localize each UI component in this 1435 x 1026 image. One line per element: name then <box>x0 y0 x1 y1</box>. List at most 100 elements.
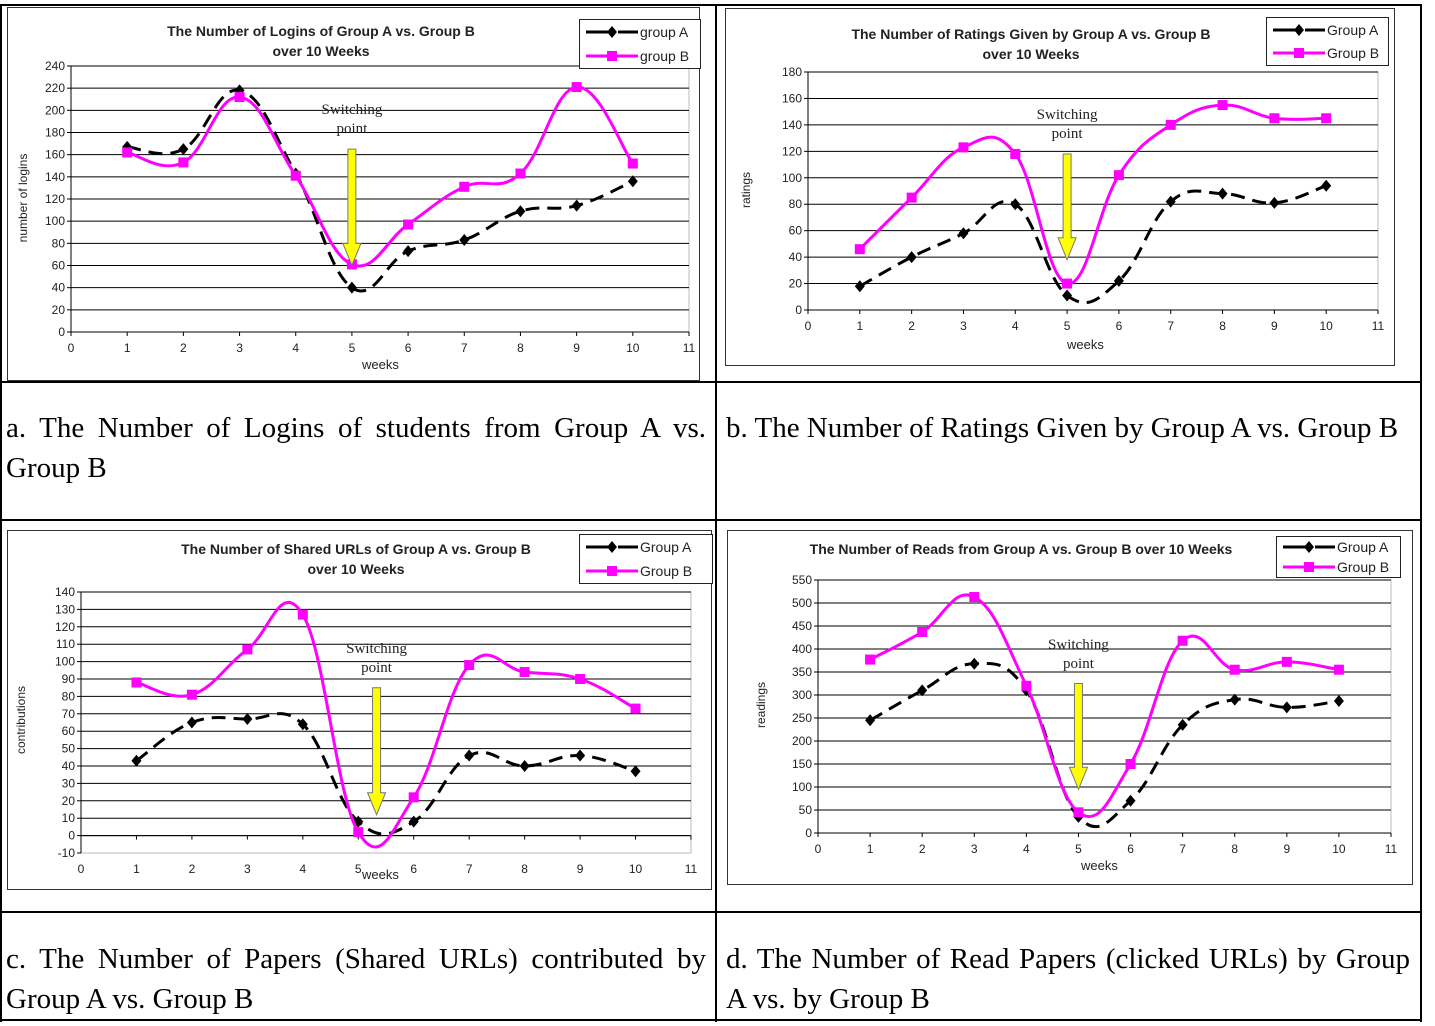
data-point-group-b <box>234 92 245 103</box>
y-tick-label: 0 <box>68 829 75 843</box>
switching-arrow-icon <box>1057 153 1077 262</box>
table-border-left <box>0 4 2 1022</box>
chart-legend: Group A Group B <box>1276 536 1401 578</box>
chart-svg: 0 50 100 150 200 250 300 350 400 450 500 550 0 1 2 3 4 5 6… <box>792 573 1398 856</box>
y-tick-label: 120 <box>45 192 65 206</box>
switching-point-text: point <box>1051 125 1083 142</box>
x-tick-label: 10 <box>629 862 643 876</box>
y-tick-label: 140 <box>782 118 802 132</box>
x-tick-label: 10 <box>1320 319 1334 333</box>
y-tick-label: 0 <box>58 325 65 339</box>
data-point-group-a <box>571 199 582 212</box>
chart-title-line: The Number of Shared URLs of Group A vs.… <box>181 541 531 557</box>
switching-point-label: Switching point <box>1033 636 1123 674</box>
data-point-group-a <box>408 815 419 828</box>
legend-marker <box>1304 541 1314 553</box>
y-tick-label: 10 <box>62 811 76 825</box>
legend-marker <box>1294 48 1304 59</box>
table-border-right <box>1420 4 1422 1022</box>
x-tick-label: 6 <box>1116 319 1123 333</box>
chart-title: The Number of Logins of Group A vs. Grou… <box>71 21 571 61</box>
x-tick-label: 2 <box>180 341 187 355</box>
y-tick-label: 200 <box>45 103 65 117</box>
legend-marker <box>607 51 617 61</box>
switching-point-text: point <box>1063 655 1094 672</box>
data-point-group-b <box>1165 119 1176 130</box>
data-point-group-b <box>178 157 189 168</box>
data-point-group-b <box>969 592 980 603</box>
data-point-group-a <box>1229 693 1240 706</box>
series-line-group-b <box>869 593 1340 819</box>
data-point-group-a <box>1165 195 1176 208</box>
series-line-group-b <box>858 103 1327 286</box>
data-point-group-a <box>1321 179 1332 192</box>
data-point-group-b <box>290 170 301 181</box>
switching-point-text: point <box>336 121 368 138</box>
data-point-group-b <box>186 689 197 700</box>
data-point-group-b <box>297 609 308 620</box>
y-tick-label: 120 <box>782 144 802 158</box>
y-axis-label: readings <box>754 681 768 729</box>
y-tick-label: 120 <box>55 620 75 634</box>
y-axis-label: ratings <box>739 171 753 209</box>
y-tick-label: 450 <box>792 619 812 633</box>
legend-item-group-a: Group A <box>1267 19 1388 41</box>
y-tick-label: 220 <box>45 81 65 95</box>
data-point-group-a <box>854 280 865 293</box>
data-point-group-a <box>865 714 876 727</box>
x-tick-label: 9 <box>577 862 584 876</box>
y-tick-label: 240 <box>45 59 65 73</box>
square-marker-icon <box>586 51 638 61</box>
data-point-group-b <box>865 654 876 665</box>
y-tick-label: 70 <box>62 707 76 721</box>
legend-marker <box>607 566 617 576</box>
y-tick-label: 40 <box>52 281 66 295</box>
data-point-group-b <box>122 147 133 158</box>
switching-point-text: Switching <box>346 640 407 657</box>
y-tick-label: 400 <box>792 642 812 656</box>
y-tick-label: 60 <box>62 724 76 738</box>
data-point-group-a <box>958 227 969 240</box>
data-point-group-b <box>1021 680 1032 691</box>
x-axis-label: weeks <box>362 867 399 882</box>
switching-arrow-icon <box>366 687 387 817</box>
x-tick-label: 8 <box>1219 319 1226 333</box>
chart-legend: Group A Group B <box>1266 17 1389 66</box>
x-tick-label: 4 <box>1023 842 1030 856</box>
y-tick-label: 150 <box>792 757 812 771</box>
data-point-group-a <box>186 716 197 729</box>
y-tick-label: -10 <box>58 846 76 860</box>
y-tick-label: 100 <box>45 214 65 228</box>
y-tick-label: 20 <box>789 277 803 291</box>
y-tick-label: 50 <box>799 803 813 817</box>
data-point-group-b <box>1321 113 1332 124</box>
switching-point-label: Switching point <box>1022 106 1112 144</box>
x-tick-label: 6 <box>405 341 412 355</box>
caption-b: b. The Number of Ratings Given by Group … <box>726 412 1399 444</box>
data-point-group-a <box>1281 701 1292 714</box>
data-point-group-a <box>1269 196 1280 209</box>
plot-area <box>807 71 1379 311</box>
legend-item-group-a: Group A <box>1277 537 1400 557</box>
data-point-group-a <box>297 718 308 731</box>
y-tick-label: 200 <box>792 734 812 748</box>
x-tick-label: 7 <box>1179 842 1186 856</box>
caption-a: a. The Number of Logins of students from… <box>6 412 706 484</box>
legend-item-group-b: Group B <box>1267 42 1388 64</box>
legend-label: Group A <box>640 539 692 555</box>
x-tick-label: 10 <box>626 341 640 355</box>
data-point-group-b <box>917 626 928 637</box>
x-tick-label: 2 <box>908 319 915 333</box>
data-point-group-b <box>854 244 865 255</box>
data-point-group-b <box>1217 100 1228 111</box>
data-point-group-a <box>242 713 253 726</box>
chart-svg: 0 20 40 60 80 100 120 140 160 180 200 220 240 0 1 2 3 4 5 6… <box>45 59 696 355</box>
y-tick-label: 160 <box>782 91 802 105</box>
data-point-group-a <box>519 760 530 772</box>
chart-title-line: The Number of Reads from Group A vs. Gro… <box>809 541 1233 557</box>
y-tick-label: 30 <box>62 776 76 790</box>
switching-arrow-icon <box>1068 683 1089 791</box>
table-divider-row2 <box>0 519 1422 521</box>
x-tick-label: 5 <box>1075 842 1082 856</box>
